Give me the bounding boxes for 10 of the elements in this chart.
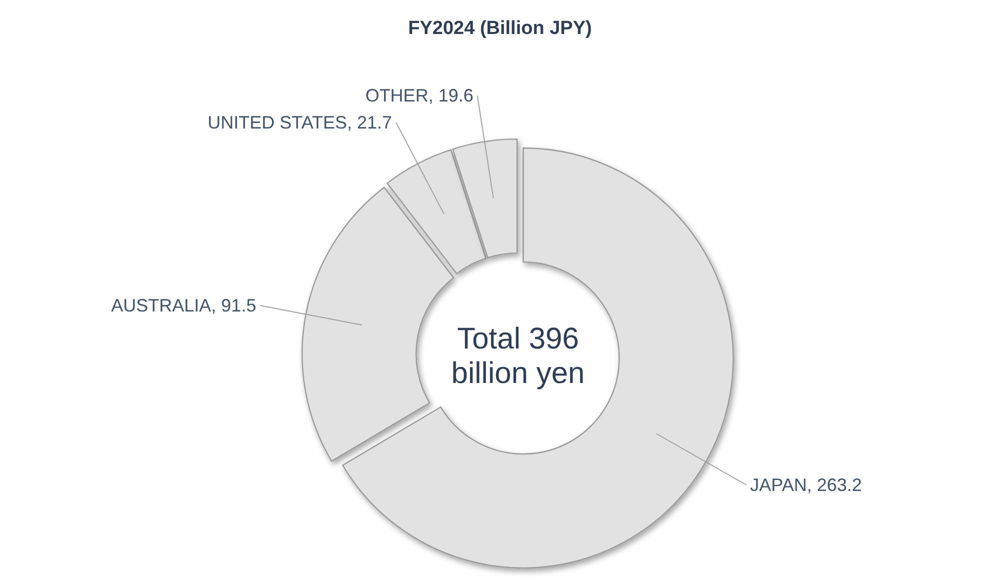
- chart-title: FY2024 (Billion JPY): [408, 18, 592, 39]
- slice-label: AUSTRALIA: [111, 296, 212, 316]
- text: Total 396 billion yen: [451, 322, 585, 390]
- data-label: , 19.6: [428, 86, 474, 106]
- data-label: , 91.5: [211, 296, 256, 316]
- slice-label: OTHER: [365, 86, 428, 106]
- slice-label: UNITED STATES: [208, 112, 348, 133]
- data-label: , 263.2: [806, 474, 862, 495]
- slice-label: JAPAN: [750, 474, 807, 495]
- data-label: , 21.7: [347, 112, 392, 133]
